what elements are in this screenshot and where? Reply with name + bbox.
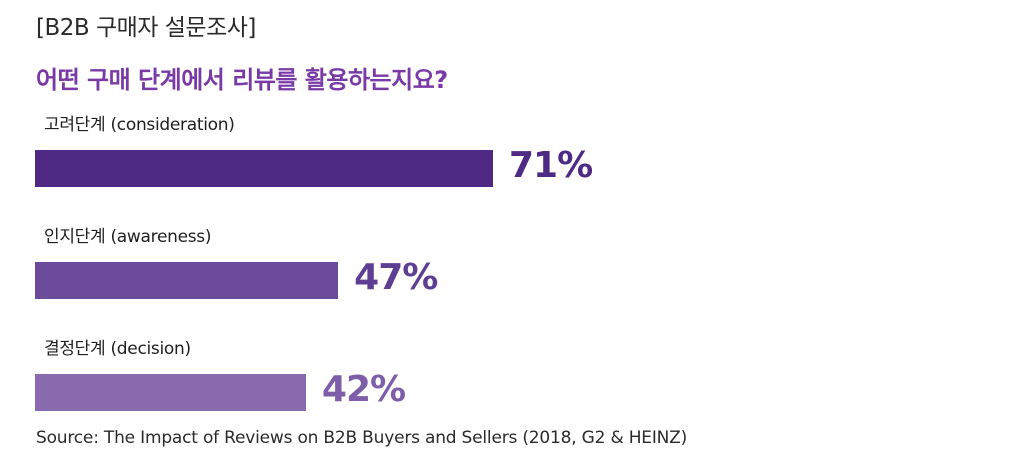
category-label: 인지단계 (awareness): [44, 227, 212, 247]
page-title: 어떤 구매 단계에서 리뷰를 활용하는지요?: [36, 66, 448, 94]
source-note: Source: The Impact of Reviews on B2B Buy…: [36, 428, 688, 448]
category-label: 결정단계 (decision): [44, 339, 191, 359]
data-label: 42%: [321, 369, 406, 410]
bar: [35, 374, 306, 411]
bar: [35, 262, 339, 299]
bar: [35, 150, 493, 187]
header-tag: [B2B 구매자 설문조사]: [36, 15, 256, 41]
category-label: 고려단계 (consideration): [44, 115, 235, 135]
data-label: 47%: [354, 257, 438, 298]
data-label: 71%: [509, 145, 593, 186]
